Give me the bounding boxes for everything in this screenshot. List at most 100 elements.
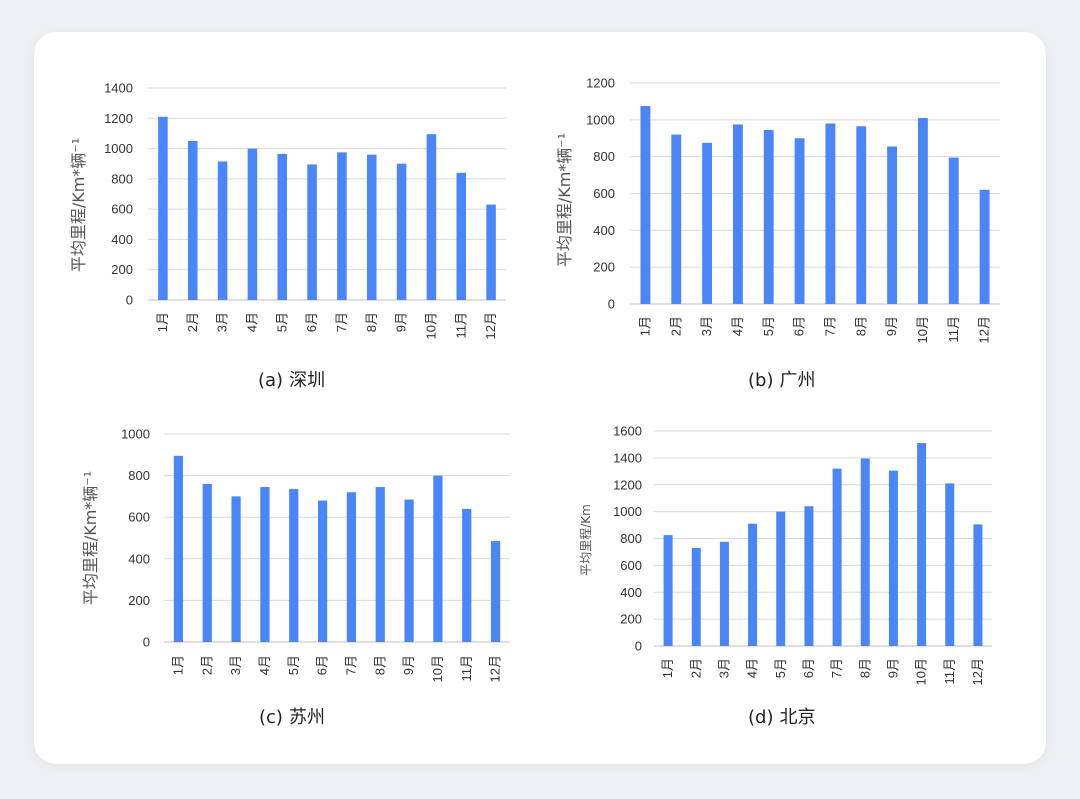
x-tick-label: 3月: [716, 658, 731, 678]
x-tick-label: 7月: [822, 316, 837, 336]
x-tick-label: 2月: [185, 312, 200, 332]
y-axis-label: 平均里程/Km*辆⁻¹: [81, 471, 100, 605]
y-axis-label: 平均里程/Km: [578, 504, 593, 576]
y-tick-label: 1000: [104, 141, 133, 156]
y-tick-label: 400: [593, 223, 615, 238]
caption-c-label: (c): [259, 707, 283, 728]
bar-11月: [456, 172, 467, 300]
bar-5月: [776, 511, 786, 646]
x-tick-label: 10月: [915, 316, 930, 343]
y-tick-label: 600: [620, 558, 642, 573]
x-tick-label: 6月: [315, 655, 330, 675]
y-tick-label: 1000: [121, 427, 150, 442]
bar-10月: [433, 475, 443, 642]
bar-4月: [732, 124, 743, 304]
x-tick-label: 7月: [829, 658, 844, 678]
bar-9月: [404, 499, 414, 642]
bar-1月: [663, 535, 673, 646]
x-tick-label: 6月: [801, 658, 816, 678]
x-tick-label: 5月: [773, 658, 788, 678]
x-tick-label: 5月: [286, 655, 301, 675]
bar-1月: [158, 116, 168, 301]
caption-b: (b) 广州: [748, 366, 815, 392]
y-tick-label: 200: [593, 260, 615, 275]
y-tick-label: 200: [111, 262, 133, 277]
caption-a-city: 深圳: [289, 370, 326, 391]
bar-10月: [917, 443, 927, 646]
x-tick-label: 10月: [430, 655, 445, 682]
bar-8月: [366, 154, 377, 300]
x-tick-label: 6月: [792, 316, 807, 336]
y-tick-label: 1200: [586, 76, 615, 91]
caption-b-city: 广州: [779, 370, 816, 391]
x-tick-label: 5月: [761, 316, 776, 336]
bar-6月: [794, 138, 805, 304]
x-tick-label: 9月: [401, 655, 416, 675]
y-tick-label: 600: [128, 510, 150, 525]
bar-9月: [888, 470, 898, 646]
caption-d: (d) 北京: [748, 703, 815, 729]
y-tick-label: 0: [635, 639, 642, 654]
bar-12月: [490, 541, 501, 642]
x-tick-label: 1月: [155, 312, 170, 332]
bar-5月: [289, 489, 299, 642]
x-tick-label: 2月: [199, 655, 214, 675]
bar-8月: [860, 458, 870, 646]
bar-10月: [426, 134, 437, 300]
caption-d-city: 北京: [779, 707, 816, 728]
x-tick-label: 7月: [343, 655, 358, 675]
x-tick-label: 2月: [688, 658, 703, 678]
caption-c: (c) 苏州: [259, 703, 325, 729]
bar-3月: [231, 496, 241, 642]
bar-2月: [691, 547, 701, 646]
y-tick-label: 1400: [613, 450, 642, 465]
bar-7月: [346, 492, 357, 642]
y-tick-label: 400: [111, 232, 133, 247]
bar-12月: [979, 189, 990, 304]
x-tick-label: 2月: [668, 316, 683, 336]
caption-c-city: 苏州: [288, 707, 325, 728]
bar-12月: [486, 204, 496, 300]
y-tick-label: 0: [608, 297, 615, 312]
caption-b-label: (b): [748, 370, 774, 391]
x-tick-label: 8月: [364, 312, 379, 332]
bar-2月: [187, 141, 198, 300]
y-tick-label: 800: [111, 171, 133, 186]
x-tick-label: 4月: [257, 655, 272, 675]
y-tick-label: 800: [620, 531, 642, 546]
x-tick-label: 11月: [942, 658, 957, 685]
x-tick-label: 8月: [372, 655, 387, 675]
y-tick-label: 0: [143, 635, 150, 650]
bar-3月: [702, 142, 713, 304]
y-tick-label: 400: [128, 551, 150, 566]
x-tick-label: 7月: [334, 312, 349, 332]
x-tick-label: 4月: [244, 312, 259, 332]
x-tick-label: 9月: [884, 316, 899, 336]
x-tick-label: 5月: [274, 312, 289, 332]
x-tick-label: 11月: [453, 312, 468, 339]
x-tick-label: 3月: [228, 655, 243, 675]
y-axis-label: 平均里程/Km*辆⁻¹: [69, 138, 88, 272]
x-tick-label: 1月: [637, 316, 652, 336]
y-tick-label: 200: [620, 612, 642, 627]
x-tick-label: 1月: [170, 655, 185, 675]
y-tick-label: 800: [593, 149, 615, 164]
x-tick-label: 8月: [857, 658, 872, 678]
y-tick-label: 600: [593, 186, 615, 201]
x-tick-label: 10月: [914, 658, 929, 685]
x-tick-label: 12月: [970, 658, 985, 685]
bar-1月: [173, 455, 184, 642]
x-tick-label: 12月: [483, 312, 498, 339]
y-tick-label: 1000: [586, 112, 615, 127]
x-tick-label: 1月: [660, 658, 675, 678]
bar-6月: [317, 500, 328, 642]
x-tick-label: 12月: [977, 316, 992, 343]
y-tick-label: 800: [128, 468, 150, 483]
bar-9月: [396, 163, 407, 300]
x-tick-label: 3月: [215, 312, 230, 332]
bar-7月: [825, 123, 836, 305]
x-tick-label: 9月: [885, 658, 900, 678]
y-tick-label: 200: [128, 593, 150, 608]
y-tick-label: 1200: [613, 477, 642, 492]
